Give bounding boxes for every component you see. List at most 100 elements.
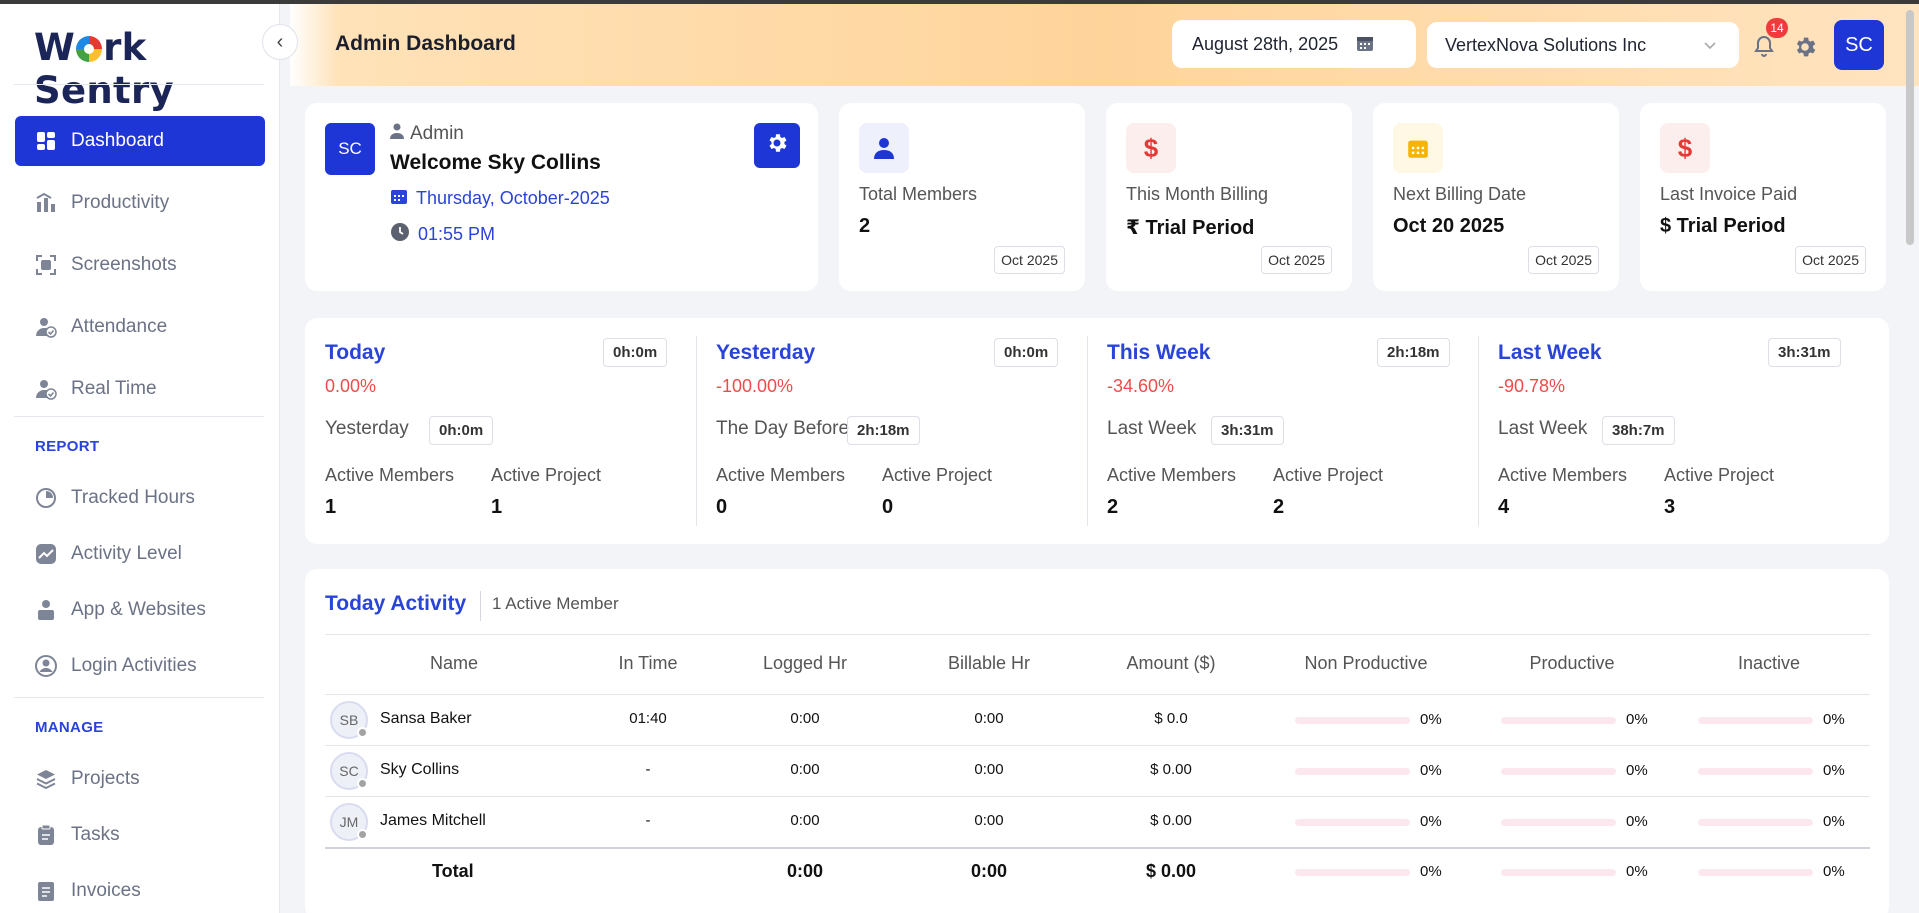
stat-label: Last Invoice Paid xyxy=(1660,184,1798,204)
stat-card-this-month-billing: $ This Month Billing ₹ Trial Period Oct … xyxy=(1106,103,1352,291)
sidebar-item-screenshots[interactable]: Screenshots xyxy=(15,240,265,290)
sidebar-item-label: Real Time xyxy=(71,378,157,399)
stat-period-tag: Oct 2025 xyxy=(1528,246,1599,274)
gear-icon xyxy=(765,131,789,160)
chevron-down-icon xyxy=(1703,36,1717,57)
active-project-value: 1 xyxy=(491,496,503,518)
window-top-border xyxy=(0,0,1919,4)
sidebar-item-label: Screenshots xyxy=(71,254,177,275)
table-total-row: Total 0:00 0:00 $ 0.00 0% 0% 0% xyxy=(325,849,1870,900)
inactive-bar xyxy=(1698,717,1813,724)
productive-bar xyxy=(1501,819,1616,826)
table-row[interactable]: SB Sansa Baker 01:40 0:00 0:00 $ 0.0 0% … xyxy=(325,695,1870,746)
inactive-bar xyxy=(1698,869,1813,876)
welcome-avatar: SC xyxy=(325,123,375,175)
period-today: Today 0h:0m 0.00% Yesterday 0h:0m Active… xyxy=(305,318,696,544)
stat-card-last-invoice-paid: $ Last Invoice Paid $ Trial Period Oct 2… xyxy=(1640,103,1886,291)
table-row[interactable]: JM James Mitchell - 0:00 0:00 $ 0.00 0% … xyxy=(325,797,1870,848)
active-members-label: Active Members xyxy=(1498,465,1628,485)
period-compare-label: Yesterday xyxy=(325,418,409,439)
period-duration-badge: 2h:18m xyxy=(1377,338,1450,367)
header-divider xyxy=(325,694,1870,695)
sidebar-item-projects[interactable]: Projects xyxy=(15,754,265,804)
column-header-billable-hr: Billable Hr xyxy=(947,653,1031,673)
sidebar-item-login-activities[interactable]: Login Activities xyxy=(15,641,265,691)
sidebar-divider xyxy=(14,416,264,417)
non-productive-pct: 0% xyxy=(1420,711,1442,728)
inactive-bar xyxy=(1698,819,1813,826)
in-time: - xyxy=(645,812,651,829)
sidebar-item-activity-level[interactable]: Activity Level xyxy=(15,529,265,579)
column-header-inactive: Inactive xyxy=(1737,653,1801,673)
period-compare-value: 0h:0m xyxy=(429,416,494,445)
status-dot xyxy=(357,829,368,840)
inactive-pct: 0% xyxy=(1823,711,1845,728)
active-project-value: 2 xyxy=(1273,496,1285,518)
sidebar-item-productivity[interactable]: Productivity xyxy=(15,178,265,228)
calendar-icon xyxy=(1393,123,1443,173)
sidebar-item-label: Activity Level xyxy=(71,543,182,564)
scrollbar[interactable] xyxy=(1906,10,1914,245)
stat-value: 2 xyxy=(859,215,871,237)
amount: $ 0.0 xyxy=(1154,710,1188,727)
active-project-value: 0 xyxy=(882,496,894,518)
member-name: Sansa Baker xyxy=(380,710,472,727)
date-picker[interactable]: August 28th, 2025 xyxy=(1172,20,1416,68)
user-check-icon xyxy=(35,316,57,338)
total-billable-hr: 0:00 xyxy=(970,861,1008,881)
gear-icon[interactable] xyxy=(1792,34,1818,65)
period-change-percent: -34.60% xyxy=(1107,376,1175,396)
organization-select[interactable]: VertexNova Solutions Inc xyxy=(1427,22,1739,68)
sidebar-item-tracked-hours[interactable]: Tracked Hours xyxy=(15,473,265,523)
inactive-pct: 0% xyxy=(1823,762,1845,779)
productive-bar xyxy=(1501,717,1616,724)
member-name: James Mitchell xyxy=(380,812,486,829)
sidebar-item-tasks[interactable]: Tasks xyxy=(15,810,265,860)
active-members-label: Active Members xyxy=(716,465,846,485)
welcome-date-text: Thursday, October-2025 xyxy=(416,188,610,208)
stat-period-tag: Oct 2025 xyxy=(994,246,1065,274)
dollar-icon: $ xyxy=(1660,123,1710,173)
table-row[interactable]: SC Sky Collins - 0:00 0:00 $ 0.00 0% 0% … xyxy=(325,746,1870,797)
sidebar-item-label: Tracked Hours xyxy=(71,487,195,508)
sidebar-item-label: Projects xyxy=(71,768,140,789)
sidebar-item-app-websites[interactable]: App & Websites xyxy=(15,585,265,635)
active-members-value: 0 xyxy=(716,496,728,518)
stat-value: $ Trial Period xyxy=(1660,215,1786,237)
chevron-left-icon: ‹ xyxy=(276,30,284,53)
column-header-amount: Amount ($) xyxy=(1126,653,1216,673)
logo-o-icon xyxy=(76,36,103,62)
sidebar-section-manage: MANAGE xyxy=(35,719,104,736)
bell-icon[interactable] xyxy=(1752,34,1776,63)
sidebar-item-invoices[interactable]: Invoices xyxy=(15,866,265,913)
productive-pct: 0% xyxy=(1626,863,1648,880)
stat-value: Oct 20 2025 xyxy=(1393,215,1505,237)
stat-period-tag: Oct 2025 xyxy=(1795,246,1866,274)
sidebar-item-attendance[interactable]: Attendance xyxy=(15,302,265,352)
logged-hr: 0:00 xyxy=(790,761,820,778)
productive-bar xyxy=(1501,768,1616,775)
welcome-settings-button[interactable] xyxy=(754,123,800,168)
date-picker-value: August 28th, 2025 xyxy=(1192,33,1339,54)
active-members-label: Active Members xyxy=(325,465,455,485)
user-icon xyxy=(390,123,404,145)
user-avatar[interactable]: SC xyxy=(1834,20,1884,70)
status-dot xyxy=(357,727,368,738)
sidebar-item-real-time[interactable]: Real Time xyxy=(15,364,265,414)
inactive-pct: 0% xyxy=(1823,863,1845,880)
amount: $ 0.00 xyxy=(1150,761,1192,778)
page-title: Admin Dashboard xyxy=(335,32,516,55)
in-time: 01:40 xyxy=(629,710,667,727)
stat-card-next-billing-date: Next Billing Date Oct 20 2025 Oct 2025 xyxy=(1373,103,1619,291)
status-dot xyxy=(357,778,368,789)
sidebar-item-label: Productivity xyxy=(71,192,170,213)
non-productive-pct: 0% xyxy=(1420,762,1442,779)
non-productive-bar xyxy=(1295,819,1410,826)
welcome-card: SC Admin Welcome Sky Collins Thursday, O… xyxy=(305,103,818,291)
sidebar-item-dashboard[interactable]: Dashboard xyxy=(15,116,265,166)
sidebar-collapse-button[interactable]: ‹ xyxy=(262,24,298,60)
layers-icon xyxy=(35,768,57,790)
period-change-percent: 0.00% xyxy=(325,376,377,396)
